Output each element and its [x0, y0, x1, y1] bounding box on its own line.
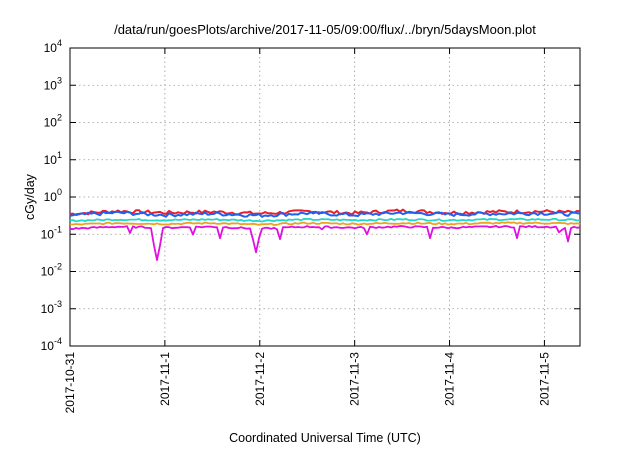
x-tick-label: 2017-11-3 [348, 352, 362, 406]
y-tick-exponent: 2 [57, 113, 62, 123]
y-tick-exponent: -4 [54, 336, 62, 346]
y-tick-base: 10 [41, 227, 55, 241]
x-axis-label: Coordinated Universal Time (UTC) [229, 431, 421, 445]
y-tick-exponent: 0 [57, 187, 62, 197]
series-line [69, 210, 581, 218]
chart-title: /data/run/goesPlots/archive/2017-11-05/0… [114, 22, 536, 37]
y-tick-base: 10 [41, 302, 55, 316]
series-line [69, 217, 581, 223]
y-tick-base: 10 [44, 190, 58, 204]
x-tick-label: 2017-11-2 [253, 352, 267, 406]
y-tick-label: 10-3 [41, 299, 62, 316]
y-tick-exponent: 3 [57, 75, 62, 85]
y-tick-label: 102 [44, 113, 62, 130]
y-tick-label: 10-1 [41, 224, 62, 241]
y-axis-label: cGy/day [23, 173, 37, 220]
y-tick-base: 10 [41, 265, 55, 279]
y-tick-label: 101 [44, 150, 62, 167]
y-tick-exponent: -3 [54, 299, 62, 309]
y-tick-base: 10 [41, 339, 55, 353]
y-tick-label: 104 [44, 38, 62, 55]
x-tick-label: 2017-11-4 [443, 352, 457, 406]
x-tick-label: 2017-10-31 [63, 352, 77, 414]
y-tick-exponent: 4 [57, 38, 62, 48]
x-tick-label: 2017-11-1 [158, 352, 172, 406]
y-tick-exponent: -2 [54, 262, 62, 272]
series-line [69, 221, 581, 226]
y-tick-label: 10-4 [41, 336, 62, 353]
y-tick-label: 103 [44, 75, 62, 92]
x-tick-label: 2017-11-5 [537, 352, 551, 406]
y-tick-base: 10 [44, 41, 58, 55]
y-tick-label: 100 [44, 187, 62, 204]
series-line [69, 224, 581, 262]
grid [70, 48, 580, 346]
y-tick-exponent: 1 [57, 150, 62, 160]
y-tick-label: 10-2 [41, 262, 62, 279]
y-tick-base: 10 [44, 116, 58, 130]
y-tick-base: 10 [44, 153, 58, 167]
y-tick-exponent: -1 [54, 224, 62, 234]
y-tick-base: 10 [44, 78, 58, 92]
series-group [69, 208, 581, 262]
x-axis: 2017-10-31 2017-11-1 2017-11-2 2017-11-3 201… [63, 48, 551, 413]
